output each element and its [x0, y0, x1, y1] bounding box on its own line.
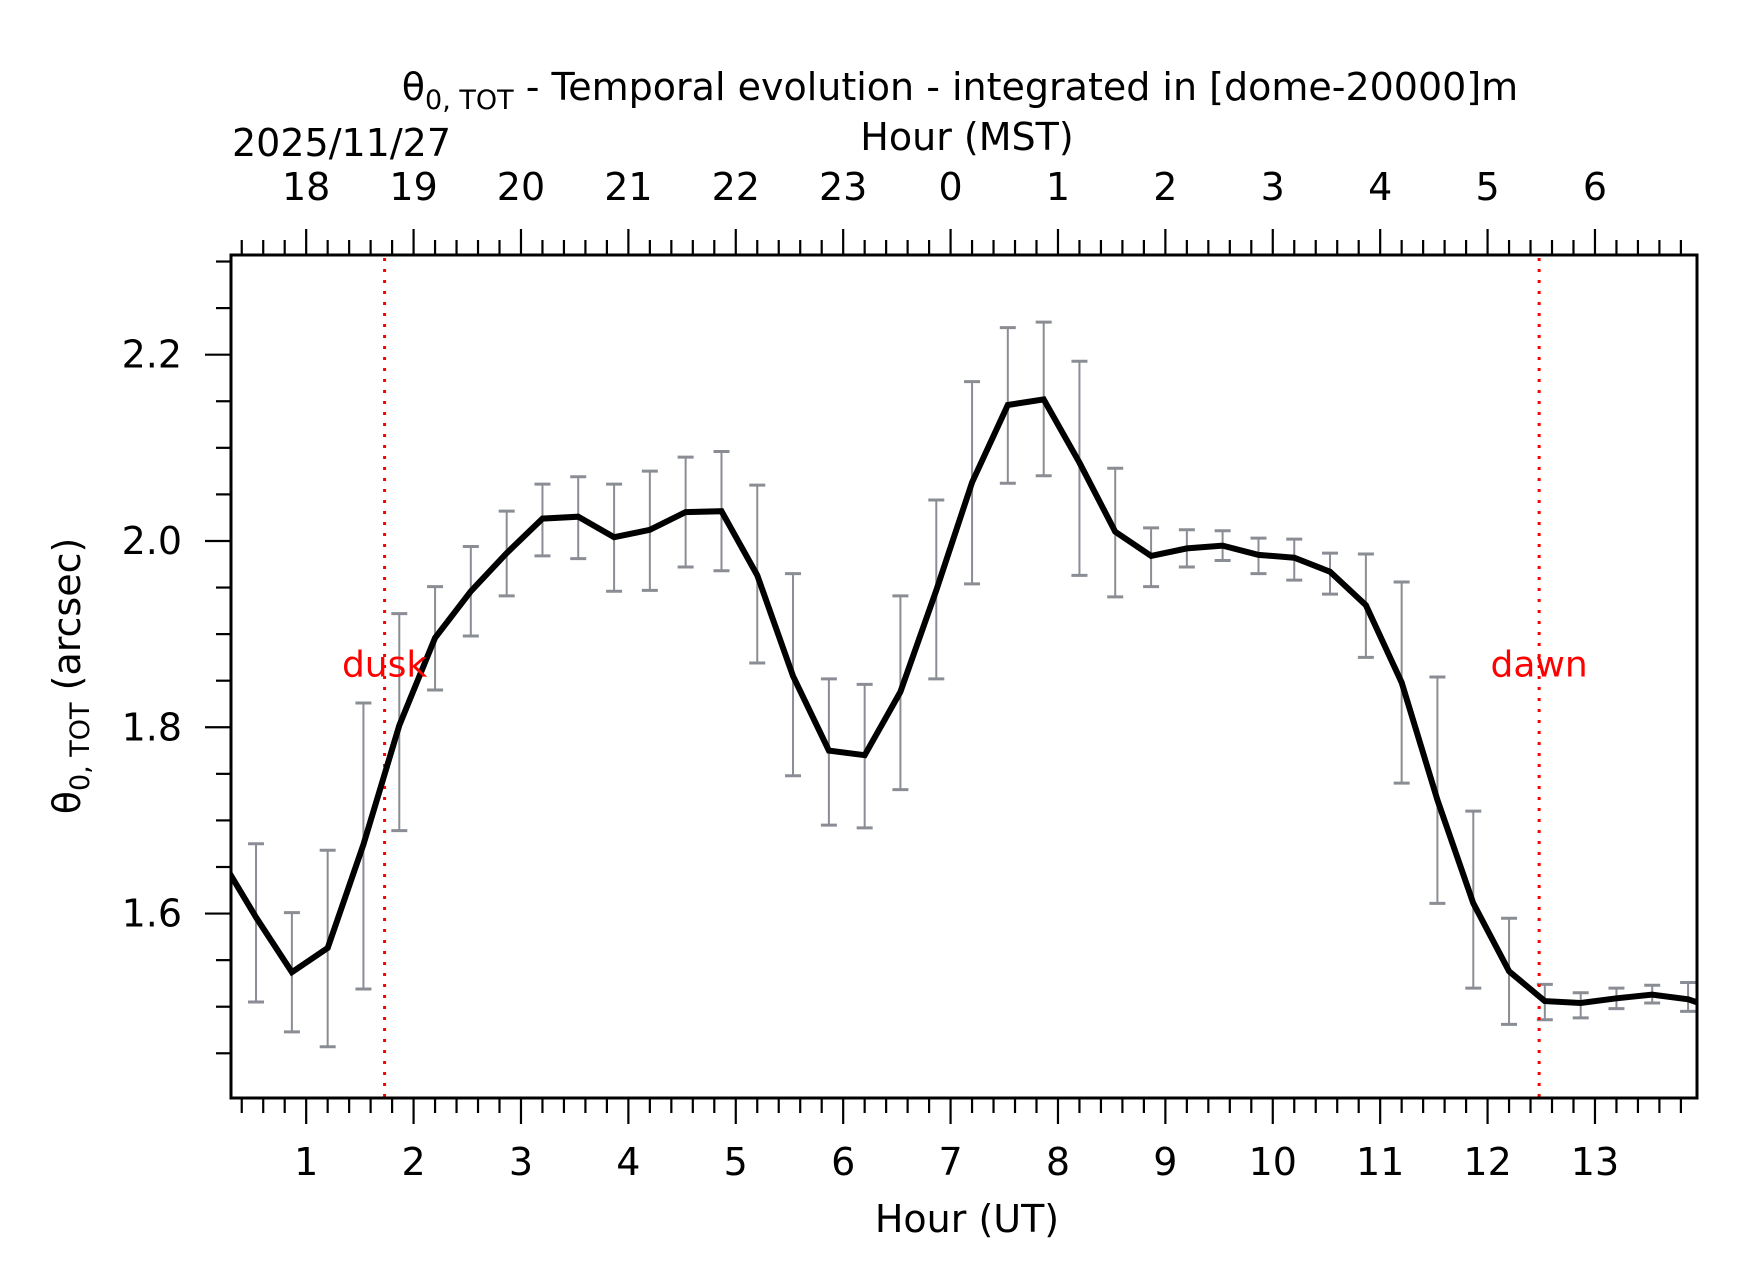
ylabel-rest: (arcsec): [45, 538, 89, 703]
ylabel-subscript: 0, TOT: [65, 702, 96, 791]
x-tick-label: 7: [938, 1140, 962, 1184]
x-axis-label: Hour (UT): [875, 1197, 1059, 1241]
x-tick-label: 1: [294, 1140, 318, 1184]
y-tick-label: 2.2: [122, 333, 182, 377]
x-axis-top: 18 19 20 21 22 23 0 1 2 3 4 5 6: [240, 165, 1682, 255]
y-axis: 1.6 1.8 2.0 2.2: [122, 260, 231, 1055]
x-tick-label: 4: [616, 1140, 640, 1184]
x-tick-label: 2: [401, 1140, 425, 1184]
y-axis-label: θ0, TOT (arcsec): [45, 538, 96, 815]
x-tick-label: 5: [724, 1140, 748, 1184]
y-tick-label: 2.0: [122, 519, 182, 563]
date-label: 2025/11/27: [232, 121, 451, 165]
annotations: dusk dawn: [342, 645, 1588, 686]
x-top-tick-label: 21: [604, 165, 652, 209]
title-symbol: θ: [402, 65, 425, 109]
y-tick-label: 1.8: [122, 705, 182, 749]
x-top-tick-label: 19: [389, 165, 437, 209]
plot-frame: [229, 253, 1699, 1100]
event-lines: [383, 258, 1541, 1098]
x-tick-label: 11: [1356, 1140, 1404, 1184]
x-axis-bottom: 1 2 3 4 5 6 7 8 9 10 11 12 13: [240, 1098, 1682, 1184]
x-top-tick-label: 6: [1583, 165, 1607, 209]
series-layer: [231, 396, 1697, 1007]
x-tick-label: 13: [1571, 1140, 1619, 1184]
x-tick-label: 9: [1153, 1140, 1177, 1184]
x-top-tick-label: 3: [1261, 165, 1285, 209]
error-bar: [248, 842, 265, 1004]
x-top-tick-label: 5: [1475, 165, 1499, 209]
x-axis-top-label: Hour (MST): [860, 115, 1073, 159]
title-rest: - Temporal evolution - integrated in [do…: [514, 65, 1519, 109]
series-line: [231, 396, 1697, 1007]
x-tick-label: 12: [1463, 1140, 1511, 1184]
x-top-tick-label: 18: [282, 165, 330, 209]
x-top-tick-label: 20: [497, 165, 545, 209]
x-top-tick-label: 2: [1153, 165, 1177, 209]
dusk-label: dusk: [342, 645, 427, 686]
x-tick-label: 8: [1046, 1140, 1070, 1184]
x-top-tick-label: 23: [819, 165, 867, 209]
y-tick-label: 1.6: [122, 892, 182, 936]
chart-title: θ0, TOT - Temporal evolution - integrate…: [402, 65, 1518, 116]
x-tick-label: 6: [831, 1140, 855, 1184]
x-top-tick-label: 4: [1368, 165, 1392, 209]
ylabel-symbol: θ: [45, 791, 89, 814]
x-top-tick-label: 22: [712, 165, 760, 209]
x-top-tick-label: 1: [1046, 165, 1070, 209]
x-tick-label: 3: [509, 1140, 533, 1184]
error-bars: [248, 320, 1697, 1049]
x-top-tick-label: 0: [938, 165, 962, 209]
x-tick-label: 10: [1249, 1140, 1297, 1184]
title-subscript: 0, TOT: [425, 85, 514, 116]
dawn-label: dawn: [1491, 645, 1588, 686]
